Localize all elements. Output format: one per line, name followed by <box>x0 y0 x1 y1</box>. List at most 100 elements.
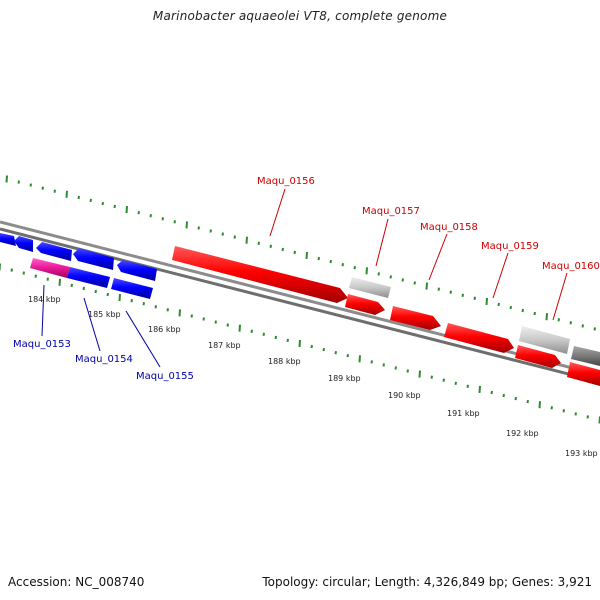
inner-minor-tick <box>562 409 565 413</box>
gene-label-maqu-0156[interactable]: Maqu_0156 <box>257 176 315 187</box>
outer-minor-tick <box>557 318 560 322</box>
outer-major-tick <box>305 251 308 260</box>
top-gene-labels: Maqu_0156 Maqu_0157 Maqu_0158 Maqu_0159 … <box>257 176 600 272</box>
inner-minor-tick <box>514 396 517 401</box>
outer-minor-tick <box>137 211 140 215</box>
outer-minor-tick <box>41 186 44 190</box>
inner-minor-tick <box>466 384 469 388</box>
gene-maqu-0158[interactable] <box>390 306 441 330</box>
outer-major-tick <box>65 190 68 198</box>
inner-minor-tick <box>310 344 313 349</box>
gene-maqu-0159[interactable] <box>444 323 514 353</box>
tick-label-193: 193 kbp <box>565 449 598 458</box>
gene-arrow-forward[interactable] <box>571 346 600 366</box>
tick-label-186: 186 kbp <box>148 325 181 334</box>
inner-minor-tick <box>142 302 145 306</box>
gene-label-maqu-0154[interactable]: Maqu_0154 <box>75 354 133 365</box>
outer-minor-tick <box>521 308 524 313</box>
gene-arrow-forward[interactable] <box>515 345 561 368</box>
outer-minor-tick <box>533 311 536 316</box>
inner-minor-tick <box>442 378 445 382</box>
genome-title: Marinobacter aquaeolei VT8, complete gen… <box>152 9 448 23</box>
outer-minor-tick <box>353 266 356 270</box>
inner-minor-tick <box>454 381 457 385</box>
inner-minor-tick <box>166 308 169 312</box>
inner-minor-tick <box>550 406 553 410</box>
inner-minor-tick <box>406 369 409 373</box>
outer-minor-tick <box>413 281 416 285</box>
leader-line-maqu-0158 <box>428 233 448 281</box>
outer-minor-tick <box>581 324 584 328</box>
gene-label-maqu-0153[interactable]: Maqu_0153 <box>13 339 71 350</box>
outer-major-tick <box>5 175 8 183</box>
gene-maqu-0154[interactable] <box>67 267 110 288</box>
outer-minor-tick <box>269 244 272 248</box>
inner-minor-tick <box>490 390 493 395</box>
gene-label-maqu-0158[interactable]: Maqu_0158 <box>420 222 478 233</box>
gene-arrow-forward[interactable] <box>345 294 385 315</box>
outer-minor-tick <box>569 321 572 325</box>
top-leader-lines <box>269 188 568 321</box>
inner-minor-tick <box>262 332 265 336</box>
tick-label-191: 191 kbp <box>447 409 480 418</box>
gene-arrow-reverse[interactable] <box>117 260 157 281</box>
outer-minor-tick <box>293 250 296 255</box>
outer-major-tick <box>245 236 248 244</box>
outer-minor-tick <box>29 183 32 187</box>
inner-minor-tick <box>70 283 73 288</box>
inner-minor-tick <box>202 317 205 321</box>
outer-minor-tick <box>53 189 56 193</box>
inner-minor-tick <box>574 412 577 416</box>
gene-label-maqu-0157[interactable]: Maqu_0157 <box>362 206 420 217</box>
inner-minor-tick <box>274 335 277 340</box>
tick-label-185: 185 kbp <box>88 310 121 319</box>
accession-text: Accession: NC_008740 <box>8 575 145 589</box>
inner-minor-tick <box>94 289 97 294</box>
inner-minor-tick <box>502 393 505 398</box>
inner-minor-tick <box>394 366 397 370</box>
leader-line-maqu-0159 <box>492 252 509 299</box>
gene-maqu-0157[interactable] <box>349 277 391 298</box>
tick-labels: 184 kbp 185 kbp 186 kbp 187 kbp 188 kbp … <box>28 295 598 458</box>
inner-major-tick <box>478 385 481 393</box>
tick-label-187: 187 kbp <box>208 341 241 350</box>
inner-major-tick <box>538 401 541 409</box>
inner-minor-tick <box>526 399 529 404</box>
inner-major-tick <box>358 355 361 363</box>
gene-maqu-0160[interactable] <box>519 326 570 354</box>
inner-minor-tick <box>106 292 109 297</box>
inner-minor-tick <box>214 320 217 324</box>
outer-minor-tick <box>461 293 464 297</box>
gene-label-maqu-0160[interactable]: Maqu_0160 <box>542 261 600 272</box>
inner-major-tick <box>418 370 421 378</box>
outer-minor-tick <box>89 198 92 203</box>
inner-minor-tick <box>154 305 157 309</box>
outer-minor-tick <box>593 327 596 331</box>
gene-maqu-0155[interactable] <box>111 278 153 299</box>
inner-minor-tick <box>250 329 253 333</box>
gene-pseudo-maqu-0153[interactable] <box>30 258 70 278</box>
outer-major-tick <box>545 313 548 321</box>
leader-line-maqu-0154 <box>83 297 101 352</box>
gene-maqu-0156[interactable] <box>172 246 348 303</box>
gene-arrow-reverse[interactable] <box>36 242 72 261</box>
outer-minor-tick <box>209 229 212 233</box>
inner-major-tick <box>178 309 181 317</box>
gene-arrow-forward[interactable] <box>567 362 600 386</box>
gene-label-maqu-0159[interactable]: Maqu_0159 <box>481 241 539 252</box>
inner-minor-tick <box>82 286 85 291</box>
bottom-leader-lines <box>41 284 161 368</box>
tick-label-192: 192 kbp <box>506 429 539 438</box>
inner-minor-tick <box>190 314 193 318</box>
gene-arrow-reverse[interactable] <box>0 233 16 246</box>
gene-label-maqu-0155[interactable]: Maqu_0155 <box>136 371 194 382</box>
outer-minor-tick <box>449 290 452 294</box>
bottom-gene-labels: Maqu_0153 Maqu_0154 Maqu_0155 <box>13 339 194 382</box>
leader-line-maqu-0155 <box>125 310 161 368</box>
outer-tick-track <box>5 175 596 331</box>
gene-arrow-reverse[interactable] <box>73 248 114 270</box>
gene-arrow-reverse[interactable] <box>14 236 33 252</box>
outer-minor-tick <box>149 214 152 218</box>
inner-major-tick <box>298 339 301 348</box>
